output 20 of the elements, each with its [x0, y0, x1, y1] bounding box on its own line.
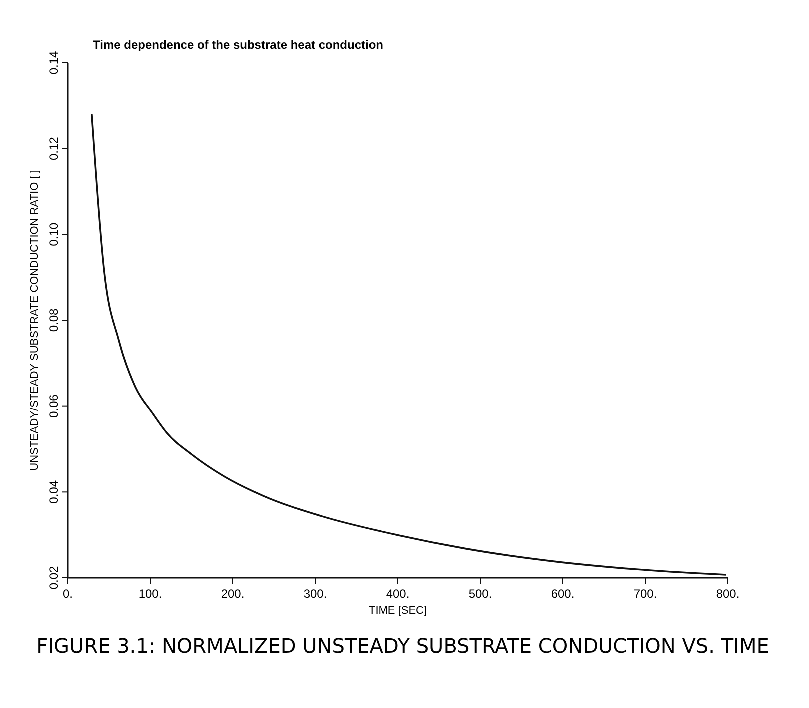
x-tick-label: 400.: [386, 587, 410, 601]
y-tick-label: 0.12: [47, 136, 61, 161]
x-tick-label: 100.: [138, 587, 162, 601]
x-tick-label: 0.: [62, 587, 74, 601]
x-tick-label: 500.: [468, 587, 492, 601]
x-axis-title: TIME [SEC]: [368, 605, 428, 617]
y-tick-label: 0.06: [47, 394, 61, 418]
x-tick-label: 300.: [304, 587, 328, 601]
y-tick-label: 0.04: [47, 480, 61, 504]
x-tick-label: 200.: [221, 587, 245, 601]
y-tick-label: 0.02: [47, 566, 61, 590]
caption: FIGURE 3.1: NORMALIZED UNSTEADY SUBSTRATE CONDUCTION VS. TIME: [36, 634, 770, 658]
y-tick-label: 0.14: [47, 51, 61, 75]
chart-title: Time dependence of the substrate heat conduction: [93, 38, 384, 52]
x-tick-label: 700.: [634, 587, 658, 601]
y-tick-label: 0.08: [47, 308, 61, 332]
y-axis-title: UNSTEADY/STEADY SUBSTRATE CONDUCTION RATIO [ ]: [29, 170, 41, 471]
x-tick-label: 600.: [551, 587, 575, 601]
x-tick-label: 800.: [716, 587, 740, 601]
y-tick-label: 0.10: [47, 222, 61, 246]
